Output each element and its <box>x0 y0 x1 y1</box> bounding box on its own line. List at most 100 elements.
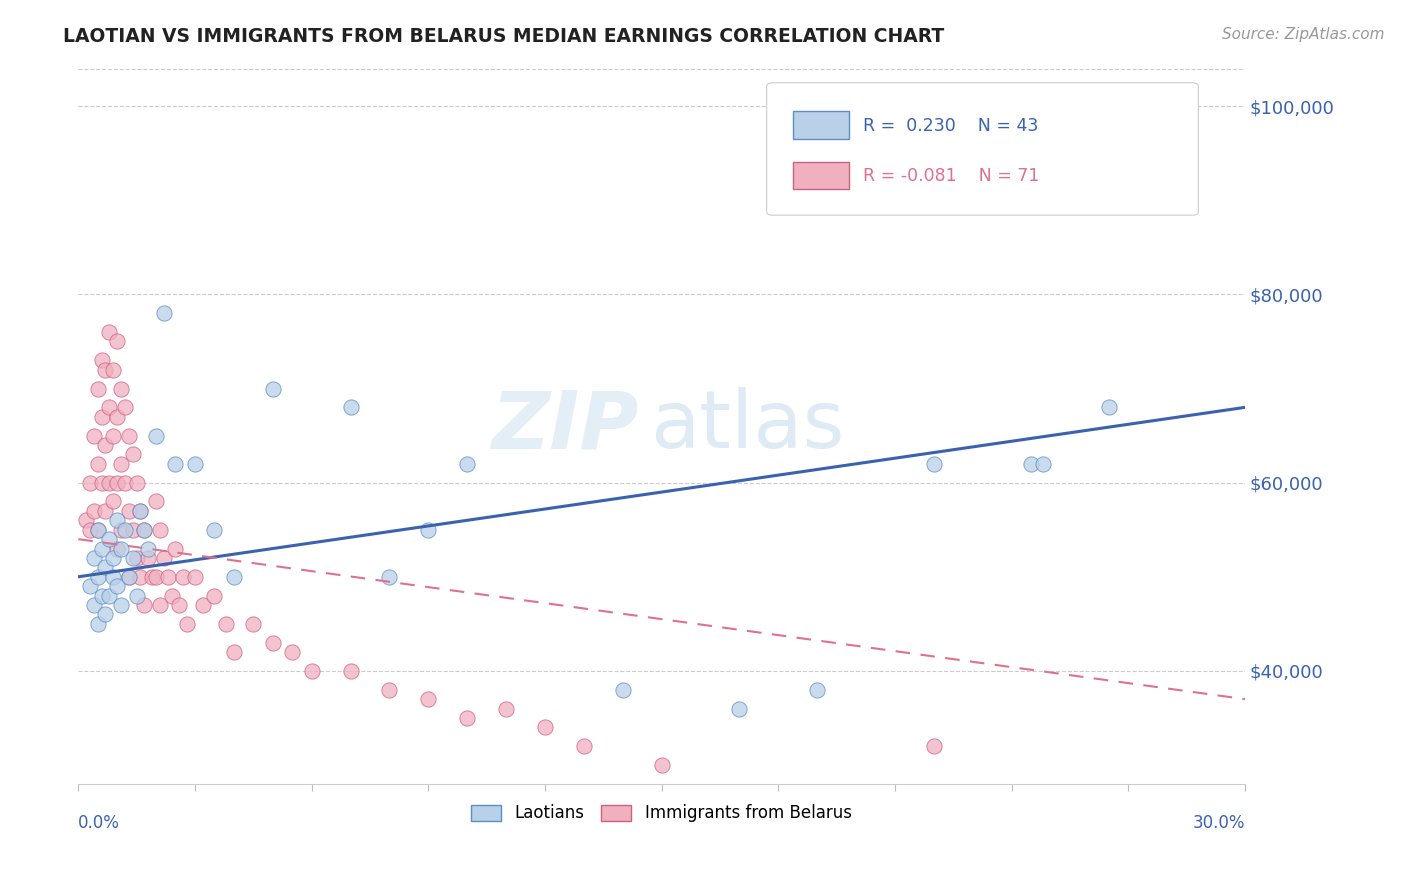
Point <box>1019 457 1042 471</box>
Point <box>651 758 673 772</box>
Point <box>114 475 136 490</box>
Point <box>103 551 125 566</box>
Point <box>83 598 105 612</box>
Point <box>110 457 132 471</box>
Point <box>79 579 101 593</box>
Point <box>83 504 105 518</box>
Point <box>125 475 148 490</box>
Point <box>222 570 245 584</box>
Point <box>165 457 187 471</box>
Point <box>86 523 108 537</box>
Point <box>125 589 148 603</box>
Point <box>129 504 152 518</box>
Point <box>456 457 478 471</box>
Point <box>105 334 128 349</box>
Point <box>339 401 361 415</box>
Point <box>75 513 97 527</box>
Point <box>118 570 141 584</box>
Point <box>90 409 112 424</box>
Point <box>242 616 264 631</box>
Point <box>86 457 108 471</box>
Point <box>136 541 159 556</box>
Text: 30.0%: 30.0% <box>1192 814 1246 832</box>
Point <box>90 589 112 603</box>
Point <box>98 475 121 490</box>
Point <box>118 428 141 442</box>
Point <box>103 362 125 376</box>
Point <box>121 447 143 461</box>
Point <box>110 598 132 612</box>
Point <box>378 570 401 584</box>
Point <box>110 541 132 556</box>
Point <box>145 570 167 584</box>
Point <box>105 409 128 424</box>
Point <box>145 428 167 442</box>
Point <box>156 570 179 584</box>
Point <box>121 523 143 537</box>
Text: ZIP: ZIP <box>491 387 638 466</box>
Point <box>172 570 194 584</box>
Point <box>118 570 141 584</box>
Point <box>134 523 156 537</box>
Point <box>103 570 125 584</box>
Point <box>169 598 191 612</box>
Point <box>134 523 156 537</box>
Point <box>806 682 828 697</box>
Point <box>103 494 125 508</box>
Point <box>215 616 238 631</box>
Point <box>90 541 112 556</box>
Point <box>90 475 112 490</box>
Point <box>86 382 108 396</box>
Point <box>922 739 945 754</box>
Legend: Laotians, Immigrants from Belarus: Laotians, Immigrants from Belarus <box>465 797 859 830</box>
Point <box>149 523 172 537</box>
Point <box>184 457 207 471</box>
Point <box>149 598 172 612</box>
Point <box>110 382 132 396</box>
Point <box>125 551 148 566</box>
Point <box>105 579 128 593</box>
FancyBboxPatch shape <box>793 161 849 189</box>
Point <box>98 589 121 603</box>
Point <box>114 523 136 537</box>
Point <box>145 494 167 508</box>
Point <box>94 560 117 574</box>
Point <box>922 457 945 471</box>
Point <box>202 523 225 537</box>
Point <box>378 682 401 697</box>
Point <box>105 513 128 527</box>
Point <box>160 589 183 603</box>
Point <box>301 664 323 678</box>
Point <box>153 551 176 566</box>
Point <box>129 504 152 518</box>
Point <box>121 551 143 566</box>
Point <box>191 598 214 612</box>
Point <box>105 541 128 556</box>
Point <box>262 635 284 649</box>
Point <box>281 645 304 659</box>
Point <box>94 362 117 376</box>
Point <box>83 428 105 442</box>
Point <box>418 692 440 706</box>
Point <box>262 382 284 396</box>
Point <box>129 570 152 584</box>
Point <box>165 541 187 556</box>
Point <box>90 353 112 368</box>
Point <box>1032 457 1054 471</box>
Point <box>153 306 176 320</box>
Point <box>86 523 108 537</box>
Point <box>79 475 101 490</box>
Point <box>612 682 634 697</box>
Point <box>110 523 132 537</box>
Point <box>98 325 121 339</box>
Point <box>86 616 108 631</box>
Point <box>118 504 141 518</box>
Point <box>728 701 751 715</box>
Text: LAOTIAN VS IMMIGRANTS FROM BELARUS MEDIAN EARNINGS CORRELATION CHART: LAOTIAN VS IMMIGRANTS FROM BELARUS MEDIA… <box>63 27 945 45</box>
Point <box>222 645 245 659</box>
Point <box>572 739 595 754</box>
Point <box>202 589 225 603</box>
Point <box>339 664 361 678</box>
Point <box>456 711 478 725</box>
Point <box>94 504 117 518</box>
